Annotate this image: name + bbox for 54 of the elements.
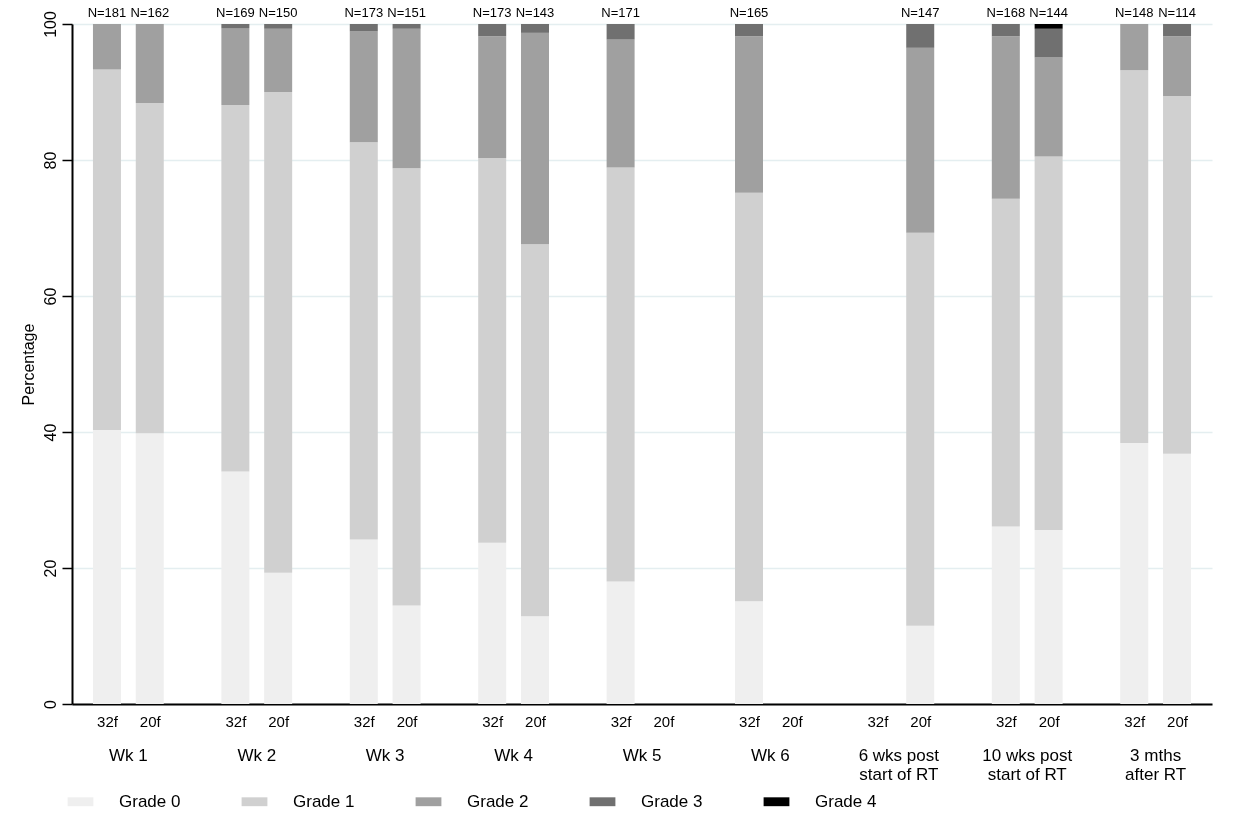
- y-tick-label: 60: [41, 287, 59, 306]
- text: Wk 3: [365, 746, 405, 765]
- text: N=143: [515, 5, 555, 20]
- x-tick-label: 32f: [225, 712, 248, 730]
- legend-label: Grade 2: [467, 791, 529, 811]
- legend-label: Grade 0: [119, 791, 181, 811]
- text: N=181: [87, 5, 127, 20]
- y-tick-label: 0: [41, 699, 59, 709]
- x-tick-label: 20f: [781, 712, 804, 730]
- text: N=147: [900, 5, 940, 20]
- y-tick-label: 20: [41, 559, 59, 578]
- text: N=151: [387, 5, 426, 20]
- text: N=114: [1158, 5, 1196, 20]
- y-tick-label: 80: [41, 151, 59, 170]
- text: Wk 1: [109, 746, 148, 765]
- x-tick-label: 20f: [1038, 712, 1061, 730]
- x-tick-label: 20f: [139, 712, 162, 730]
- x-tick-label: 32f: [1124, 712, 1146, 730]
- x-tick-label: 32f: [353, 712, 376, 730]
- x-tick-label: 20f: [525, 712, 547, 730]
- text: N=173: [472, 5, 512, 20]
- x-tick-label: 32f: [995, 712, 1018, 730]
- text: N=144: [1029, 5, 1068, 20]
- text: N=169: [216, 5, 255, 20]
- y-tick-label: 100: [41, 11, 59, 38]
- text: 6 wks post start of RT: [858, 746, 940, 784]
- text: 10 wks post start of RT: [982, 746, 1073, 784]
- text: Wk 4: [494, 746, 533, 765]
- x-tick-label: 20f: [396, 712, 419, 730]
- text: Wk 2: [237, 746, 277, 765]
- text: N=168: [986, 5, 1026, 20]
- x-tick-label: 20f: [653, 712, 676, 730]
- x-tick-label: 20f: [910, 712, 932, 730]
- text: 3 mths after RT: [1125, 746, 1187, 784]
- legend-label: Grade 3: [641, 791, 703, 811]
- text: N=171: [601, 5, 640, 20]
- text: Wk 5: [622, 746, 662, 765]
- x-tick-label: 32f: [867, 712, 890, 730]
- y-axis-title: Percentage: [19, 323, 37, 406]
- legend-label: Grade 4: [815, 791, 877, 811]
- y-tick-label: 40: [41, 423, 59, 442]
- text: N=173: [344, 5, 384, 20]
- x-tick-label: 32f: [97, 712, 119, 730]
- text: N=165: [729, 5, 769, 20]
- text: N=162: [130, 5, 170, 20]
- text: N=150: [258, 5, 298, 20]
- x-tick-label: 32f: [482, 712, 504, 730]
- text: N=148: [1114, 5, 1154, 20]
- x-tick-label: 32f: [739, 712, 761, 730]
- x-tick-label: 32f: [610, 712, 633, 730]
- text: Wk 6: [751, 746, 790, 765]
- x-tick-label: 20f: [1167, 712, 1189, 730]
- x-tick-label: 20f: [268, 712, 290, 730]
- legend-label: Grade 1: [293, 791, 355, 811]
